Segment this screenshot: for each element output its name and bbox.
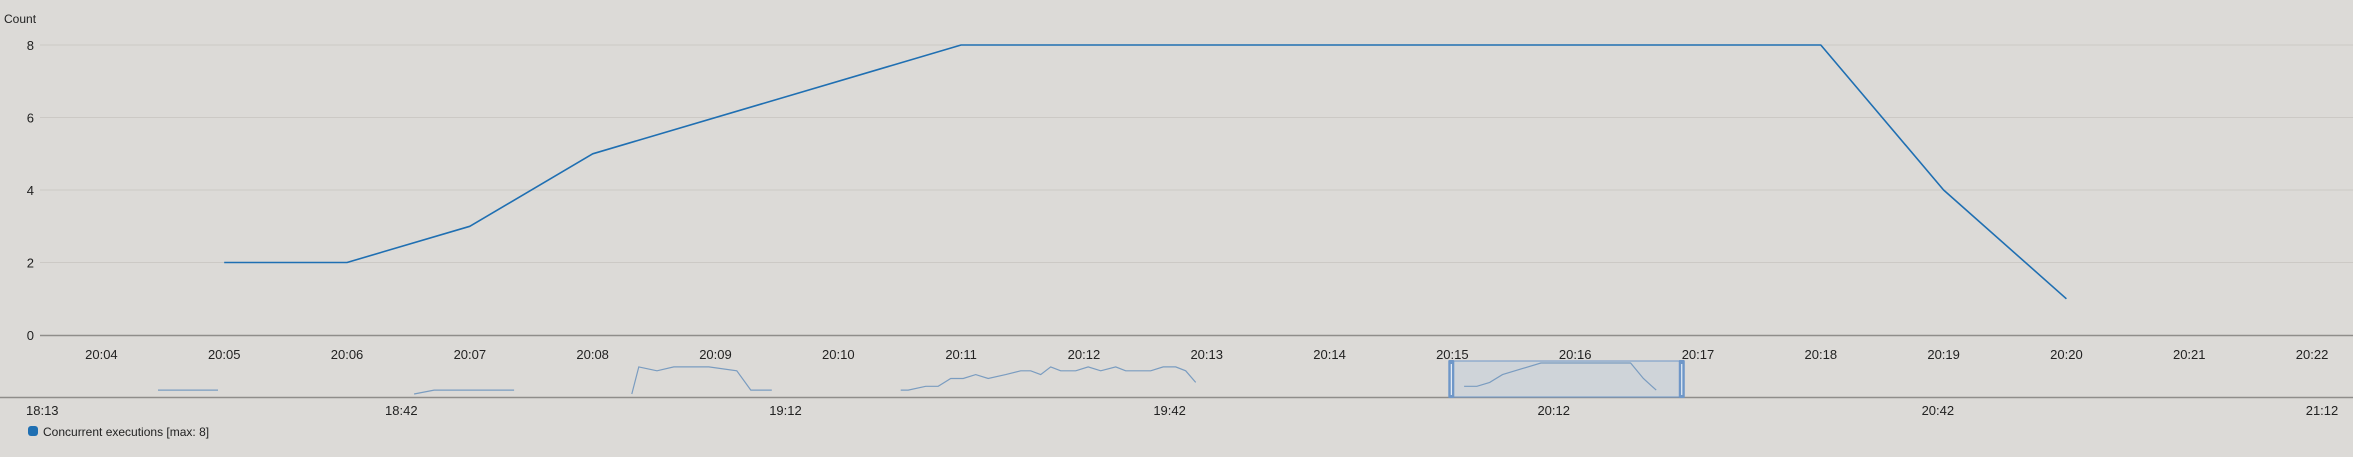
x-tick-label: 20:18 xyxy=(1805,347,1838,362)
y-axis-label: Count xyxy=(4,12,37,26)
navigator-tick-label: 18:42 xyxy=(385,403,418,418)
x-tick-label: 20:11 xyxy=(945,347,977,362)
legend-label: Concurrent executions [max: 8] xyxy=(43,425,209,439)
data-point[interactable] xyxy=(959,43,964,48)
navigator-tick-label: 19:42 xyxy=(1153,403,1186,418)
navigator-selection-window[interactable] xyxy=(1450,360,1683,398)
data-point[interactable] xyxy=(1941,188,1946,193)
x-tick-label: 20:08 xyxy=(576,347,609,362)
series-line xyxy=(224,44,2067,300)
navigator-overview xyxy=(158,366,1197,395)
navigator-selection[interactable] xyxy=(1448,360,1685,398)
data-point[interactable] xyxy=(2064,296,2069,301)
x-tick-label: 20:05 xyxy=(208,347,241,362)
x-tick-label: 20:06 xyxy=(331,347,364,362)
x-tick-label: 20:21 xyxy=(2173,347,2206,362)
data-point[interactable] xyxy=(1818,43,1823,48)
data-point[interactable] xyxy=(345,260,350,265)
navigator[interactable]: 18:13 18:42 19:12 19:42 20:12 20:42 21:12 xyxy=(0,360,2353,418)
x-tick-label: 20:22 xyxy=(2296,347,2329,362)
x-tick-label: 20:04 xyxy=(85,347,118,362)
x-tick-layer: 20:04 20:05 20:06 20:07 20:08 20:09 20:10 20:11… xyxy=(85,347,2328,362)
navigator-tick-label: 21:12 xyxy=(2306,403,2339,418)
x-tick-label: 20:16 xyxy=(1559,347,1592,362)
navigator-sparkline xyxy=(900,366,1197,391)
data-point[interactable] xyxy=(590,151,595,156)
x-tick-label: 20:14 xyxy=(1313,347,1346,362)
y-tick-layer: 0 2 4 6 8 xyxy=(27,38,34,343)
legend-swatch xyxy=(28,426,38,436)
grid-layer xyxy=(40,44,2353,337)
y-tick-label: 6 xyxy=(27,111,34,126)
x-tick-label: 20:20 xyxy=(2050,347,2083,362)
navigator-tick-label: 18:13 xyxy=(26,403,59,418)
legend-item[interactable]: Concurrent executions [max: 8] xyxy=(28,425,209,439)
x-tick-label: 20:09 xyxy=(699,347,732,362)
navigator-tick-label: 20:12 xyxy=(1537,403,1570,418)
y-tick-label: 8 xyxy=(27,38,34,53)
navigator-tick-label: 20:42 xyxy=(1922,403,1955,418)
x-tick-label: 20:10 xyxy=(822,347,855,362)
x-tick-label: 20:19 xyxy=(1927,347,1960,362)
navigator-tick-label: 19:12 xyxy=(769,403,802,418)
x-tick-label: 20:12 xyxy=(1068,347,1101,362)
navigator-selection-sparkline xyxy=(1464,362,1657,391)
navigator-ticks: 18:13 18:42 19:12 19:42 20:12 20:42 21:12 xyxy=(26,403,2338,418)
x-tick-label: 20:17 xyxy=(1682,347,1715,362)
y-tick-label: 4 xyxy=(27,183,34,198)
navigator-sparkline xyxy=(413,389,515,395)
x-tick-label: 20:15 xyxy=(1436,347,1469,362)
x-tick-label: 20:13 xyxy=(1190,347,1223,362)
series-layer xyxy=(222,43,2069,301)
legend[interactable]: Concurrent executions [max: 8] xyxy=(28,425,209,439)
navigator-sparkline xyxy=(631,366,772,395)
data-point[interactable] xyxy=(222,260,227,265)
y-tick-label: 0 xyxy=(27,328,34,343)
data-point[interactable] xyxy=(467,224,472,229)
y-tick-label: 2 xyxy=(27,256,34,271)
x-tick-label: 20:07 xyxy=(454,347,487,362)
